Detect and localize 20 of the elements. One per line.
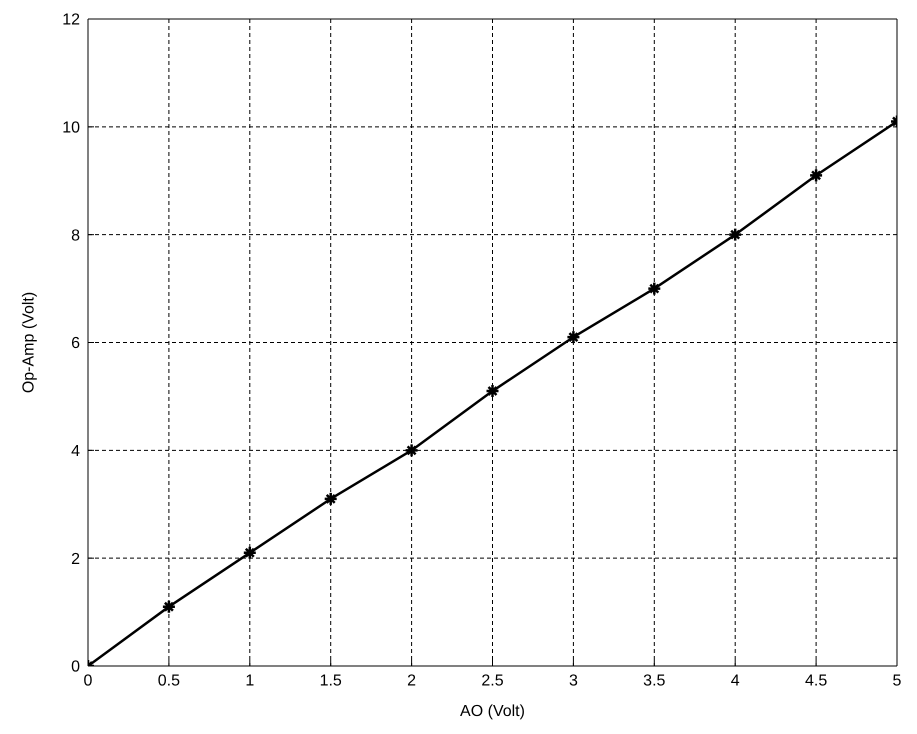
x-tick-label: 0 <box>84 672 93 690</box>
y-tick-label: 12 <box>62 12 80 29</box>
x-tick-label: 3.5 <box>643 672 666 690</box>
x-axis-title: AO (Volt) <box>460 703 525 720</box>
x-tick-label: 5 <box>892 672 902 690</box>
x-tick-label: 3 <box>568 672 578 690</box>
x-tick-label: 4 <box>730 672 740 690</box>
y-tick-label: 0 <box>71 658 80 676</box>
x-tick-label: 2 <box>407 672 416 690</box>
x-tick-label: 4.5 <box>804 672 828 690</box>
y-tick-label: 4 <box>71 443 80 460</box>
y-tick-label: 8 <box>71 227 80 244</box>
x-tick-label: 0.5 <box>158 672 180 690</box>
x-tick-label: 1 <box>245 672 254 690</box>
y-tick-label: 2 <box>71 550 80 568</box>
y-tick-label: 6 <box>71 335 80 352</box>
y-tick-label: 10 <box>62 120 80 137</box>
x-tick-label: 1.5 <box>320 672 342 690</box>
y-axis-title: Op-Amp (Volt) <box>20 292 38 394</box>
x-tick-label: 2.5 <box>481 672 504 690</box>
